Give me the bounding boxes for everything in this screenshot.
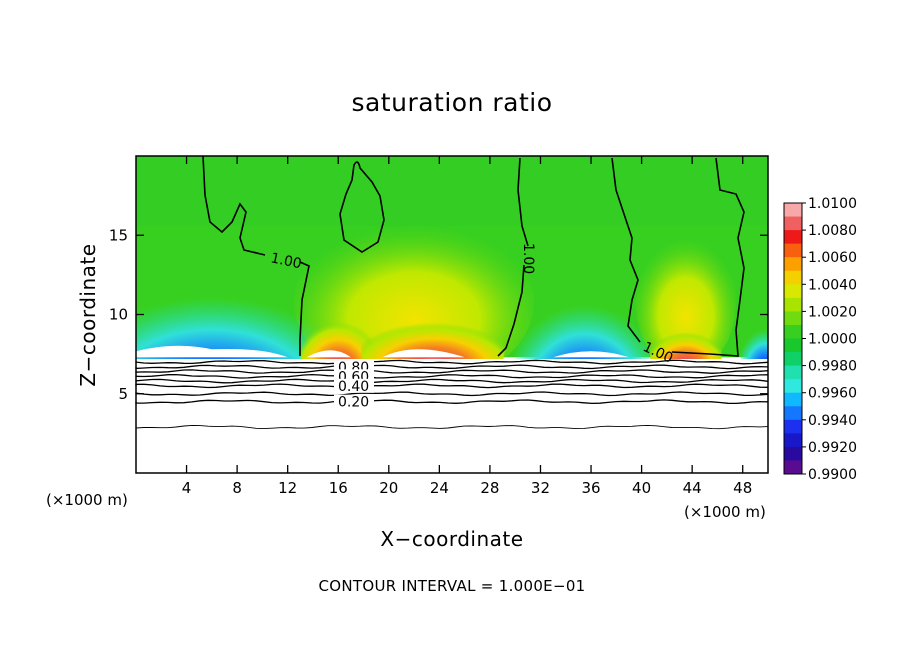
colorbar-swatch bbox=[784, 419, 802, 434]
left-white-edge bbox=[136, 345, 288, 358]
colorbar-label: 1.0080 bbox=[808, 223, 857, 239]
contour-line-level-0.3 bbox=[135, 391, 769, 397]
colorbar-label: 0.9980 bbox=[808, 359, 857, 375]
contour-line-1-00 bbox=[202, 155, 266, 256]
colorbar-swatch bbox=[784, 433, 802, 448]
x-tick-label: 44 bbox=[683, 479, 702, 497]
colorbar-swatch bbox=[784, 406, 802, 421]
contour-line-level-0.9 bbox=[135, 359, 769, 365]
colorbar-label: 0.9900 bbox=[808, 467, 857, 483]
colorbar-label: 0.9960 bbox=[808, 386, 857, 402]
colorbar-swatch bbox=[784, 365, 802, 380]
color-field-group bbox=[136, 156, 768, 359]
colorbar-swatch bbox=[784, 446, 802, 461]
hot-region-3 bbox=[649, 323, 722, 359]
contour-line-level-0.4 bbox=[135, 383, 769, 389]
contour-label-background bbox=[334, 378, 374, 393]
y-tick-label: 15 bbox=[109, 226, 128, 244]
x-tick-label: 40 bbox=[632, 479, 651, 497]
contour-line-level-0.5 bbox=[135, 378, 769, 384]
colorbar-label: 1.0060 bbox=[808, 250, 857, 266]
contour-label-background bbox=[334, 394, 374, 409]
colorbar-label: 1.0000 bbox=[808, 332, 857, 348]
colorbar-swatch bbox=[784, 324, 802, 339]
contour-label-1-00: 1.00 bbox=[520, 243, 536, 274]
colorbar-label: 0.9940 bbox=[808, 413, 857, 429]
colorbar-swatch bbox=[784, 392, 802, 407]
colorbar-swatch bbox=[784, 284, 802, 299]
x-tick-label: 8 bbox=[232, 479, 242, 497]
contour-line-1-00 bbox=[497, 157, 529, 357]
x-tick-label: 16 bbox=[329, 479, 348, 497]
cold-region-right bbox=[740, 309, 768, 359]
colorbar-label: 1.0040 bbox=[808, 277, 857, 293]
x-tick-label: 28 bbox=[480, 479, 499, 497]
contour-line-1-00 bbox=[611, 157, 641, 343]
y-tick-label: 10 bbox=[109, 306, 128, 324]
colorbar-swatch bbox=[784, 352, 802, 367]
colorbar-label: 1.0100 bbox=[808, 196, 857, 212]
chart-title: saturation ratio bbox=[351, 88, 553, 117]
x-tick-label: 12 bbox=[278, 479, 297, 497]
contour-label-1-00: 1.00 bbox=[269, 250, 303, 272]
contour-line-level-0.8 bbox=[135, 364, 769, 370]
contour-line-level-0.1 bbox=[135, 424, 769, 430]
colorbar-label: 1.0020 bbox=[808, 304, 857, 320]
hot-region-2 bbox=[361, 311, 506, 359]
x-tick-label: 48 bbox=[733, 479, 752, 497]
contour-line-level-0.2 bbox=[135, 399, 769, 405]
x-axis-unit-label-right: (×1000 m) bbox=[684, 503, 766, 521]
color-field-upper-band bbox=[136, 156, 768, 226]
contour-label: 0.20 bbox=[338, 395, 369, 411]
contour-label: 0.40 bbox=[338, 379, 369, 395]
colorbar-swatch bbox=[784, 379, 802, 394]
x-axis-title: X−coordinate bbox=[380, 527, 524, 551]
contour-line-1-00 bbox=[299, 261, 310, 356]
contour-line-1-00 bbox=[671, 157, 745, 357]
warm-region-right bbox=[635, 232, 736, 359]
colorbar-swatch bbox=[784, 216, 802, 231]
colorbar-swatch bbox=[784, 270, 802, 285]
colorbar-swatch bbox=[784, 230, 802, 245]
cloud-base-white-bumps bbox=[306, 349, 465, 358]
contour-line-level-0.7 bbox=[135, 369, 769, 374]
x-tick-label: 24 bbox=[430, 479, 449, 497]
x-tick-label: 4 bbox=[182, 479, 192, 497]
colorbar-swatch bbox=[784, 338, 802, 353]
contour-line-level-0.6 bbox=[135, 373, 769, 379]
colorbar-swatch bbox=[784, 311, 802, 326]
colorbar-swatch bbox=[784, 203, 802, 218]
colorbar-swatch bbox=[784, 257, 802, 272]
cold-region-middle bbox=[514, 265, 655, 359]
colorbar-label: 0.9920 bbox=[808, 440, 857, 456]
colorbar-swatch bbox=[784, 460, 802, 475]
colorbar-swatch bbox=[784, 243, 802, 258]
x-axis-unit-label-left: (×1000 m) bbox=[46, 491, 128, 509]
y-tick-label: 5 bbox=[118, 385, 128, 403]
hot-region-1 bbox=[300, 309, 377, 359]
contour-line-1-00 bbox=[339, 161, 385, 253]
mid-white-edge bbox=[553, 351, 629, 358]
cold-region-left bbox=[136, 252, 342, 359]
contour-interval-note: CONTOUR INTERVAL = 1.000E−01 bbox=[318, 577, 586, 595]
x-tick-label: 32 bbox=[531, 479, 550, 497]
x-tick-label: 20 bbox=[379, 479, 398, 497]
x-tick-label: 36 bbox=[581, 479, 600, 497]
colorbar-swatch bbox=[784, 297, 802, 312]
